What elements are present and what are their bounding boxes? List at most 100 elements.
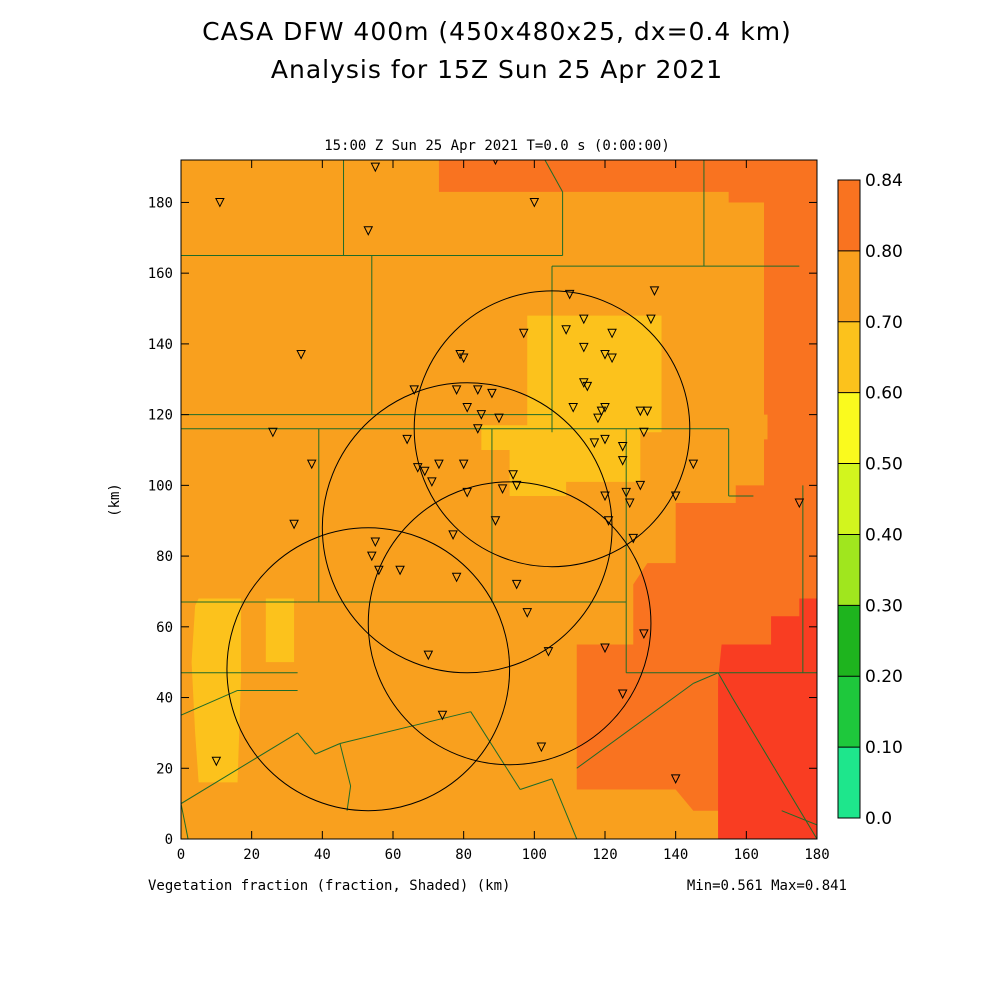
station-marker-71 [600, 643, 610, 654]
y-tick-label: 180 [148, 195, 173, 211]
county-line-38 [181, 803, 189, 839]
station-marker-27 [462, 403, 473, 413]
y-tick-label: 160 [148, 266, 173, 282]
station-marker-39 [589, 438, 600, 449]
field-description: Vegetation fraction (fraction, Shaded) (… [148, 878, 510, 894]
station-marker-53 [600, 491, 610, 502]
station-marker-26 [582, 381, 593, 392]
y-tick-label: 0 [165, 832, 173, 848]
colorbar-swatch-6 [838, 321, 860, 393]
station-marker-73 [543, 647, 554, 657]
station-marker-32 [476, 410, 487, 420]
station-marker-59 [490, 516, 501, 526]
colorbar-swatch-2 [838, 605, 860, 677]
station-marker-57 [794, 498, 805, 509]
station-marker-18 [458, 353, 469, 364]
county-line-34 [731, 697, 776, 769]
station-marker-72 [423, 650, 434, 661]
station-marker-51 [497, 484, 508, 495]
station-marker-44 [412, 463, 423, 473]
county-line-32 [693, 672, 719, 684]
radar-range-rings [226, 290, 691, 812]
station-marker-13 [578, 314, 589, 325]
plot-header: 15:00 Z Sun 25 Apr 2021 T=0.0 s (0:00:00… [324, 138, 670, 154]
station-marker-15 [607, 328, 617, 339]
station-marker-33 [494, 413, 504, 424]
colorbar-label: 0.70 [865, 313, 903, 333]
county-line-25 [297, 732, 316, 755]
station-marker-69 [522, 608, 533, 618]
y-tick-label: 60 [156, 620, 173, 636]
station-marker-36 [402, 434, 412, 445]
station-marker-24 [487, 388, 497, 399]
range-ring-2 [226, 527, 511, 812]
station-marker-62 [448, 530, 458, 540]
county-line-26 [315, 743, 341, 755]
station-marker-35 [593, 413, 603, 424]
station-marker-1 [370, 162, 381, 173]
y-tick-label: 100 [148, 478, 173, 494]
colorbar-label: 0.10 [865, 738, 903, 758]
station-marker-76 [536, 742, 547, 753]
shaded-region-4 [265, 598, 295, 663]
county-line-30 [551, 778, 578, 839]
station-marker-20 [607, 353, 617, 364]
y-tick-label: 20 [156, 761, 173, 777]
shaded-region-2 [481, 315, 662, 496]
colorbar-label: 0.50 [865, 455, 903, 475]
station-marker-60 [603, 516, 614, 526]
y-tick-label: 40 [156, 691, 173, 707]
colorbar-label: 0.0 [865, 809, 892, 829]
county-line-28 [470, 711, 521, 790]
colorbar: 0.0 0.10 0.20 0.30 0.40 0.50 0.60 0.70 0.80 0.84 [837, 171, 903, 829]
station-marker-6 [268, 427, 278, 438]
range-ring-0 [413, 290, 691, 568]
colorbar-label: 0.20 [865, 667, 903, 687]
station-marker-64 [366, 551, 377, 562]
county-line-35 [774, 768, 817, 839]
colorbar-label: 0.40 [865, 525, 903, 545]
colorbar-label: 0.80 [865, 242, 903, 262]
station-marker-38 [639, 427, 649, 438]
station-marker-21 [409, 385, 420, 395]
station-marker-41 [617, 441, 628, 452]
station-marker-70 [639, 629, 649, 640]
colorbar-label: 0.84 [865, 171, 903, 191]
x-tick-label: 160 [734, 847, 759, 863]
colorbar-swatch-1 [838, 676, 860, 748]
min-max-readout: Min=0.561 Max=0.841 [687, 878, 847, 894]
station-marker-49 [508, 470, 518, 480]
colorbar-swatch-8 [838, 180, 860, 251]
station-marker-5 [296, 350, 306, 360]
station-marker-34 [596, 406, 607, 417]
county-line-39 [781, 810, 817, 826]
station-marker-66 [395, 565, 405, 576]
colorbar-swatch-3 [838, 534, 860, 606]
station-marker-67 [451, 572, 462, 583]
station-marker-77 [211, 756, 222, 767]
station-marker-8 [289, 519, 299, 530]
county-line-33 [717, 672, 733, 698]
county-line-27 [339, 711, 471, 745]
station-marker-50 [462, 487, 473, 498]
station-marker-42 [617, 456, 628, 466]
plot-area [181, 160, 817, 839]
station-marker-47 [419, 466, 430, 477]
x-tick-label: 80 [455, 847, 472, 863]
station-marker-74 [617, 689, 628, 700]
y-tick-label: 120 [148, 408, 173, 424]
station-marker-11 [518, 328, 529, 339]
station-marker-48 [427, 477, 437, 487]
county-line-31 [576, 682, 694, 769]
station-marker-3 [529, 197, 540, 208]
x-tick-label: 140 [663, 847, 688, 863]
station-marker-30 [635, 406, 646, 417]
shaded-region-1 [718, 598, 817, 839]
station-marker-14 [646, 314, 656, 325]
county-boundaries [181, 160, 817, 839]
x-tick-label: 120 [592, 847, 617, 863]
county-line-29 [520, 778, 553, 790]
station-marker-10 [649, 286, 660, 296]
x-tick-label: 20 [243, 847, 260, 863]
